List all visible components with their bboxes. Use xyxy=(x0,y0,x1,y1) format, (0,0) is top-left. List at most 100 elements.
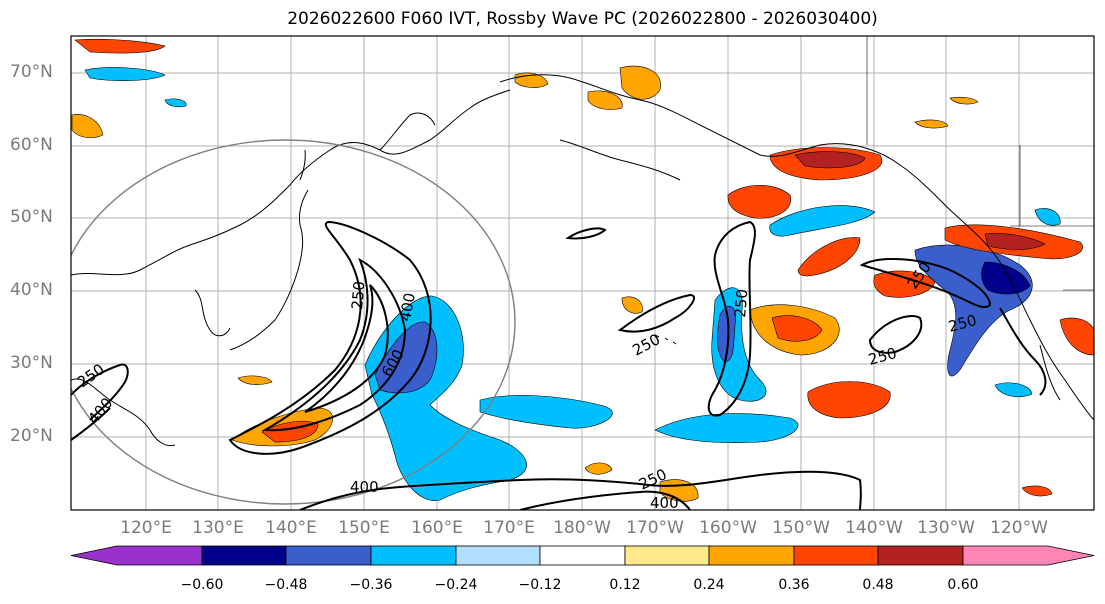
negative-anomaly-subtropical xyxy=(654,413,799,443)
lon-label-130w: 130°W xyxy=(917,518,975,538)
positive-anomaly-small-2 xyxy=(584,462,613,475)
colorbar xyxy=(70,545,1095,566)
coastline-china xyxy=(71,378,176,447)
colorbar-tick-label: 0.48 xyxy=(862,577,894,593)
contour-250-japan xyxy=(228,220,432,455)
contour-250-east-ring xyxy=(868,315,923,354)
colorbar-swatch xyxy=(70,545,203,566)
positive-core-alaska-south xyxy=(794,151,866,169)
contour-400-south xyxy=(299,470,862,510)
positive-anomaly-far-west xyxy=(71,114,104,139)
colorbar-swatch xyxy=(877,545,964,566)
colorbar-swatch xyxy=(539,545,626,566)
colorbar-tick-label: −0.36 xyxy=(349,577,393,593)
colorbar-tick-label: −0.48 xyxy=(264,577,308,593)
contour-400-far-west xyxy=(71,407,111,441)
positive-core-northwest-coast xyxy=(984,233,1046,250)
colorbar-swatch xyxy=(370,545,457,566)
colorbar-tick-label: −0.24 xyxy=(434,577,478,593)
contour-600-japan xyxy=(304,284,389,413)
lon-label-140e: 140°E xyxy=(265,518,317,538)
positive-anomaly-arctic-west xyxy=(74,38,166,54)
positive-anomaly-alaska-north xyxy=(587,90,623,110)
negative-anomaly-small-3 xyxy=(994,382,1033,397)
coastline-japan xyxy=(229,189,309,351)
positive-anomaly-gulf-of-alaska xyxy=(727,185,792,219)
colorbar-swatch xyxy=(285,545,372,566)
political-borders xyxy=(866,36,1094,291)
positive-core-east-pacific-a xyxy=(771,315,823,342)
positive-anomaly-small-1 xyxy=(621,296,643,314)
lat-label-30n: 30°N xyxy=(10,353,53,373)
contour-250-central-loop xyxy=(707,220,756,417)
colorbar-swatch xyxy=(201,545,287,566)
contour-label-400-south: 400 xyxy=(350,478,379,496)
contour-400-japan xyxy=(261,257,407,432)
lon-label-120e: 120°E xyxy=(120,518,172,538)
contour-250-south xyxy=(519,490,691,510)
contour-250-ridge xyxy=(999,307,1047,396)
coastline-sakhalin xyxy=(299,149,306,181)
rossby-region-circle xyxy=(71,139,516,505)
negative-core-west-coast xyxy=(981,261,1031,295)
lon-label-130e: 130°E xyxy=(192,518,244,538)
colorbar-swatch xyxy=(962,545,1095,566)
lat-label-40n: 40°N xyxy=(10,280,53,300)
negative-anomaly-small-2 xyxy=(1034,208,1061,226)
lat-label-20n: 20°N xyxy=(10,426,53,446)
contour-250-central xyxy=(617,293,695,333)
coastline-kamchatka xyxy=(379,112,436,151)
coastline-baja xyxy=(1039,344,1061,401)
colorbar-tick-label: −0.12 xyxy=(518,577,562,593)
contour-label-400-japan: 400 xyxy=(396,291,419,322)
colorbar-swatch xyxy=(708,545,795,566)
colorbar-tick-label: 0.36 xyxy=(778,577,810,593)
negative-core-central-pacific xyxy=(717,306,736,363)
colorbar-tick-label: 0.60 xyxy=(947,577,979,593)
contour-label-250-japan: 250 xyxy=(348,280,368,310)
lon-label-120w: 120°W xyxy=(990,518,1048,538)
coastline-alaska xyxy=(499,74,821,157)
lon-label-170w: 170°W xyxy=(626,518,684,538)
lat-label-50n: 50°N xyxy=(10,207,53,227)
lat-label-60n: 60°N xyxy=(10,135,53,155)
contour-250-north-small xyxy=(565,227,607,240)
colorbar-tick-label: −0.60 xyxy=(180,577,224,593)
lon-label-150e: 150°E xyxy=(338,518,390,538)
positive-anomaly-small-5 xyxy=(949,96,979,105)
positive-anomaly-east-pacific-b xyxy=(807,381,891,419)
positive-anomaly-southwest-us xyxy=(1059,317,1094,356)
negative-anomaly-gulf-band xyxy=(769,205,876,237)
ivt-contours xyxy=(71,220,1047,510)
lon-label-170e: 170°E xyxy=(483,518,535,538)
negative-anomaly-arctic-west xyxy=(84,67,166,81)
lon-label-160w: 160°W xyxy=(699,518,757,538)
positive-anomaly-gulf-band xyxy=(797,237,861,277)
lat-label-70n: 70°N xyxy=(10,62,53,82)
negative-anomaly-small-1 xyxy=(164,98,187,108)
colorbar-tick-label: 0.24 xyxy=(693,577,725,593)
lon-label-160e: 160°E xyxy=(411,518,463,538)
ivt-shading xyxy=(71,38,1094,502)
coastline-aleutians xyxy=(559,139,681,181)
map-title: 2026022600 F060 IVT, Rossby Wave PC (202… xyxy=(287,9,878,29)
coastline-korea xyxy=(194,289,231,337)
positive-anomaly-small-4 xyxy=(237,375,273,385)
positive-anomaly-small-6 xyxy=(914,119,949,129)
lon-label-140w: 140°W xyxy=(845,518,903,538)
positive-anomaly-small-7 xyxy=(1021,485,1053,497)
contour-250-far-west xyxy=(71,363,129,421)
lon-label-150w: 150°W xyxy=(772,518,830,538)
contour-label-400-south-b: 400 xyxy=(650,494,679,512)
positive-anomaly-bering xyxy=(619,65,661,100)
plot-frame xyxy=(70,35,1095,511)
contour-label-250-loop: 250 xyxy=(731,288,751,318)
coastlines xyxy=(71,74,1094,447)
hawaii-islands xyxy=(654,334,677,345)
lon-label-180w: 180°W xyxy=(553,518,611,538)
coastline-north-america xyxy=(819,143,1094,421)
colorbar-swatch xyxy=(455,545,541,566)
colorbar-tick-label: 0.12 xyxy=(609,577,641,593)
colorbar-swatch xyxy=(793,545,879,566)
